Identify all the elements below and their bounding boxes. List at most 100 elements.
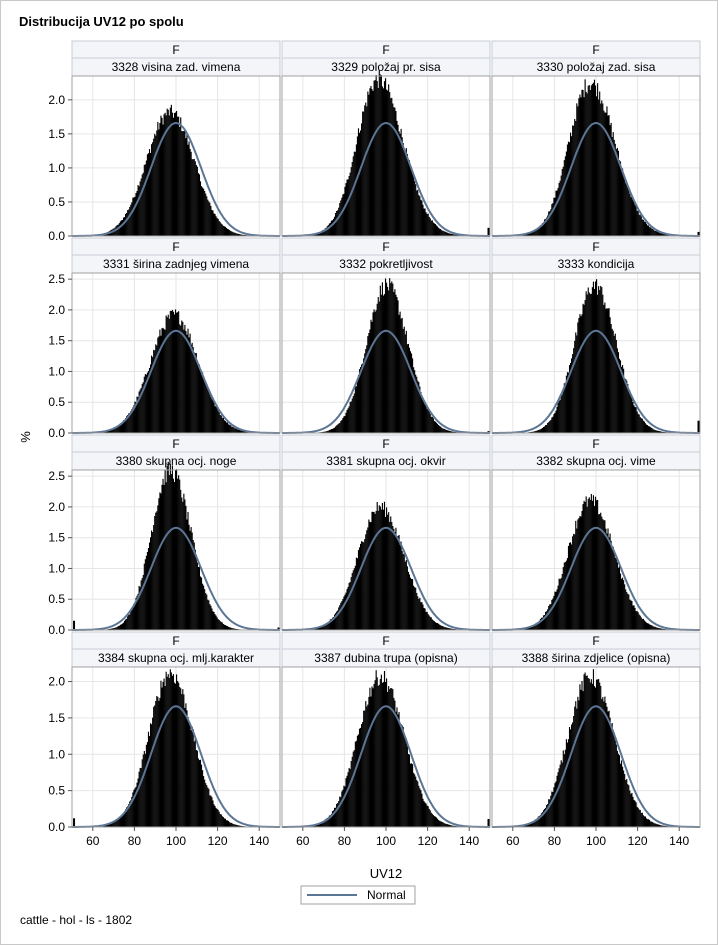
histogram-bar [323,624,325,630]
histogram-bar [119,221,121,236]
histogram-bar [238,825,240,827]
histogram-bar [608,115,610,236]
histogram-bar [382,295,385,433]
histogram-bar [350,577,352,630]
histogram-bar [434,421,437,433]
histogram-bar [135,402,137,433]
histogram-bar [611,549,613,630]
histogram-bar [119,624,121,630]
histogram-bar [649,426,651,433]
histogram-bar [130,411,132,433]
histogram-bar [405,148,407,236]
histogram-bar [120,816,123,827]
histogram-bar [187,511,189,630]
histogram-bar [371,511,373,630]
histogram-bar [379,506,381,630]
histogram-bar [546,805,548,827]
histogram-bar [323,820,325,827]
histogram-bar [440,426,442,433]
histogram-bar [539,815,541,827]
histogram-bar [611,723,613,827]
histogram-bar [238,234,240,236]
histogram-bar [561,394,563,433]
histogram-bar [634,607,636,630]
histogram-bar [116,819,118,827]
histogram-bar [192,159,194,236]
histogram-bar [660,431,662,433]
y-tick-label: 1.5 [48,531,65,545]
histogram-bar [134,603,136,630]
histogram-bar [398,314,400,433]
histogram-bar [392,689,394,827]
histogram-bar [190,527,192,630]
histogram-bar [141,759,143,827]
histogram-bar [224,226,227,236]
histogram-bar [654,230,656,236]
histogram-bar [554,197,556,236]
histogram-bar [162,327,164,433]
histogram-bar [626,779,628,827]
histogram-bar [159,329,161,433]
histogram-bar [346,179,348,236]
histogram-bar [619,763,622,827]
histogram-bar [642,618,644,630]
histogram-bar [165,482,167,630]
histogram-bar [432,620,434,630]
histogram-bar [420,790,422,827]
histogram-bar [214,406,216,433]
histogram-bar [205,384,207,433]
histogram-bar [335,426,337,433]
histogram-bar [118,625,120,630]
histogram-bar [337,803,339,827]
histogram-bar [667,234,669,236]
x-tick-label: 60 [86,834,100,848]
histogram-bar [448,628,450,630]
normal-curve [282,705,490,828]
histogram-bar [558,578,560,630]
histogram-bar [443,428,445,433]
histogram-bar [198,364,201,433]
histogram-bar [189,148,191,236]
histogram-bar [152,717,154,827]
histogram-bar [144,753,146,827]
histogram-bar [589,682,591,827]
panel-border [491,75,701,237]
histogram-bar [643,421,645,433]
histogram-bar [598,514,600,630]
histogram-bar [105,825,107,827]
histogram-bar [232,823,234,827]
histogram-bar [336,211,338,236]
histogram-bar [365,349,367,433]
histogram-bar [222,623,224,630]
histogram-bar [434,224,437,236]
histogram-bar [351,161,353,236]
histogram-bar [453,825,455,827]
histogram-bar [420,602,422,630]
histogram-bar [614,740,616,827]
histogram-bar [632,605,634,630]
histogram-bar [654,626,656,630]
histogram-bar [559,579,561,630]
histogram-bar [537,228,539,236]
histogram-bar [407,571,409,630]
histogram-bar [164,329,166,433]
histogram-bar [559,764,561,827]
histogram-bar [618,755,621,827]
histogram-bar [526,627,528,630]
histogram-bar [600,685,602,827]
histogram-bar [235,824,237,827]
histogram-bar [396,120,398,236]
histogram-bar [604,302,606,433]
histogram-bar [155,700,157,827]
histogram-bar [371,321,373,433]
histogram-bar [574,534,576,630]
histogram-bar [246,431,248,433]
histogram-bar [187,716,189,827]
histogram-bar [615,339,617,433]
histogram-bar [400,723,402,827]
histogram-bar [404,561,406,630]
histogram-bar [121,814,124,827]
histogram-bar [181,130,183,236]
histogram-bar [429,413,431,433]
histogram-bar [225,625,228,630]
